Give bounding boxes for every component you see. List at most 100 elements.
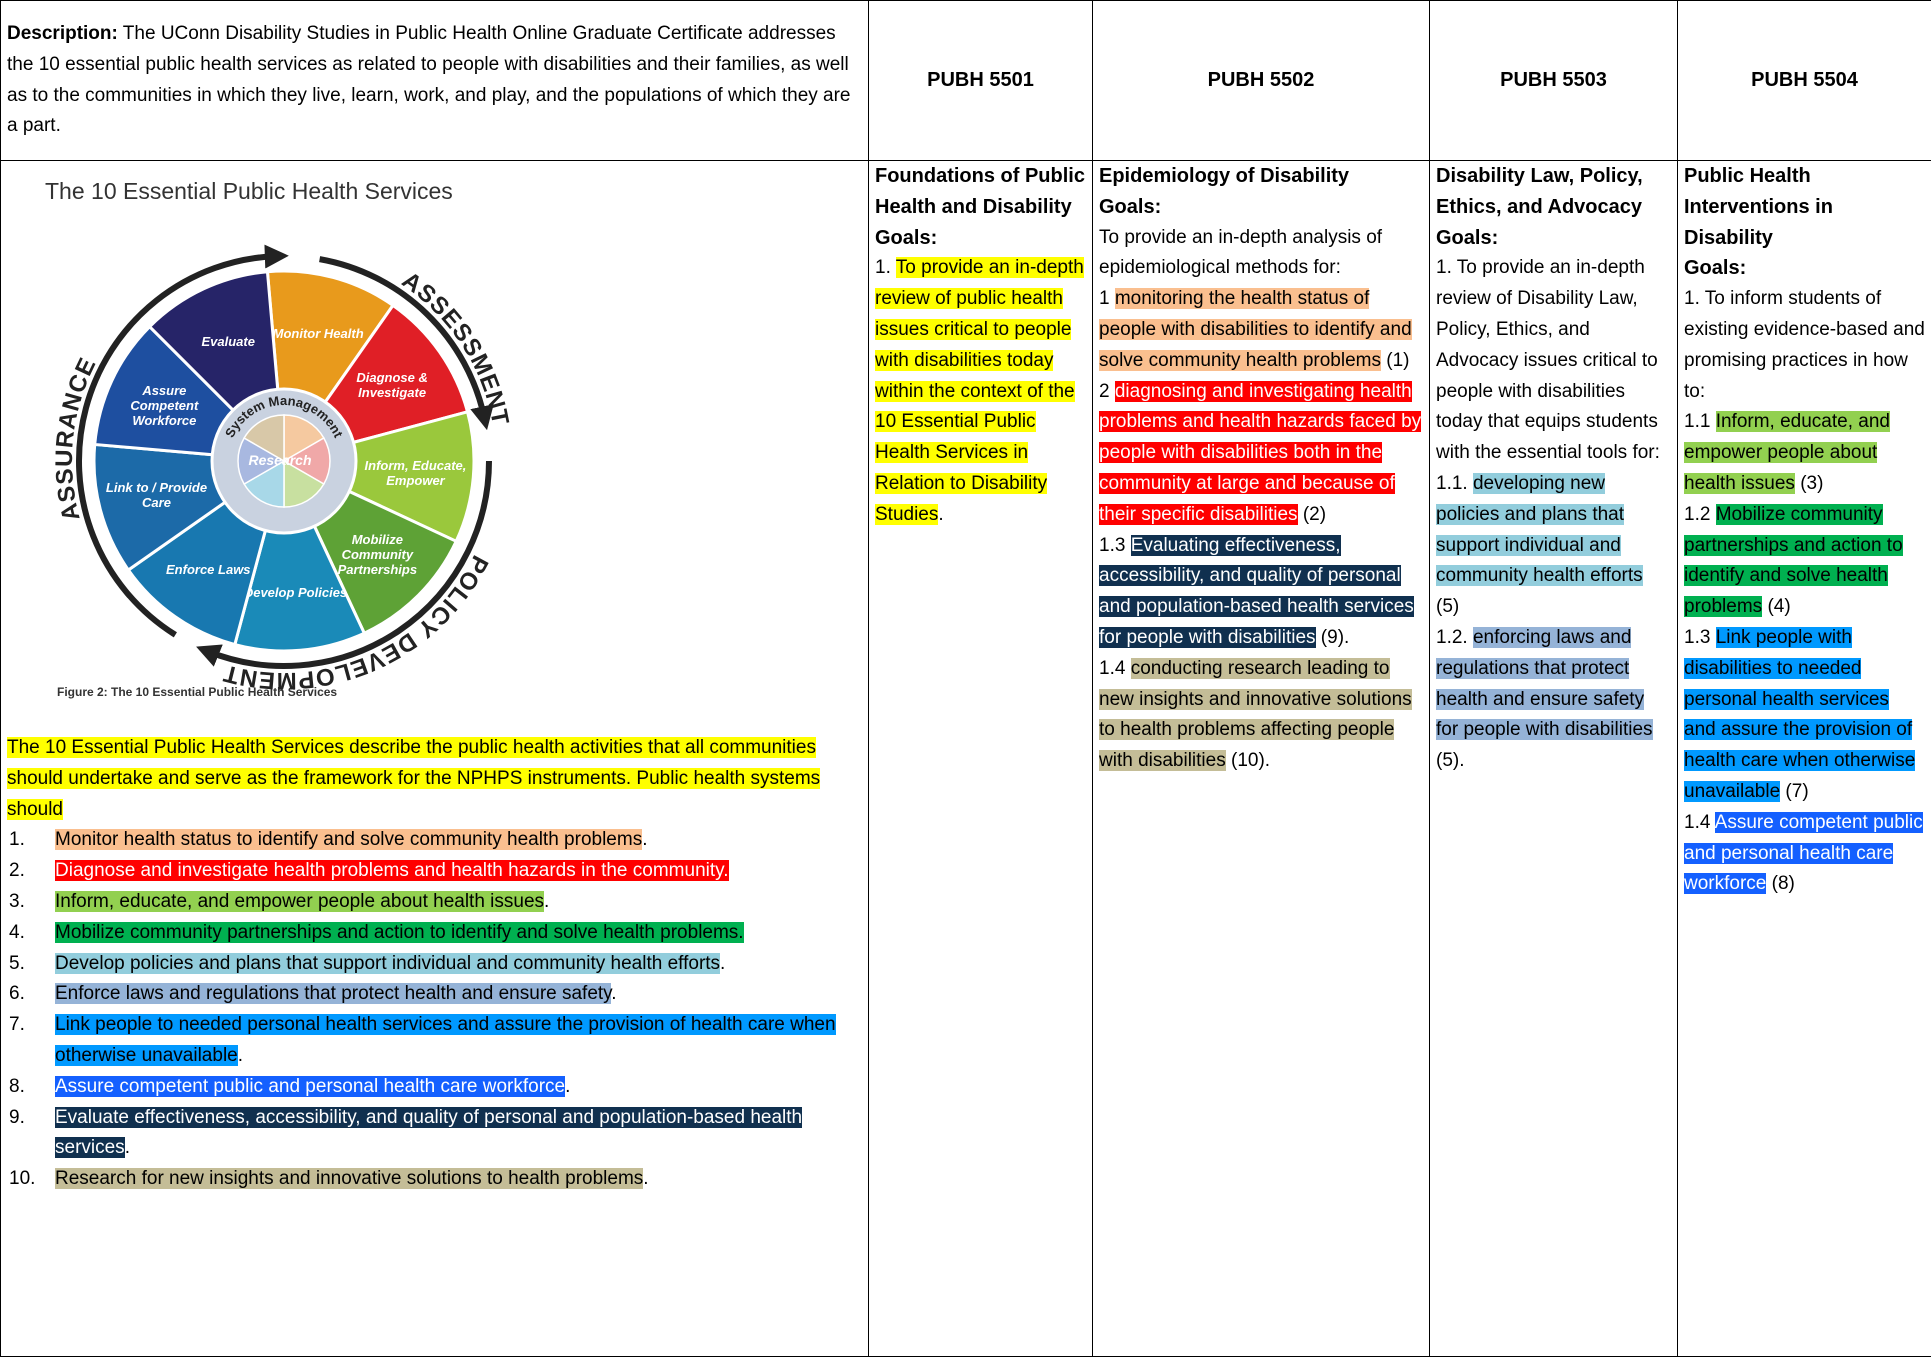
goal-text: Evaluating effectiveness, accessibility,…	[1099, 535, 1414, 648]
service-end: .	[565, 1076, 570, 1097]
service-text: Mobilize community partnerships and acti…	[55, 922, 744, 943]
service-item: 6.Enforce laws and regulations that prot…	[7, 979, 862, 1010]
service-item: 8.Assure competent public and personal h…	[7, 1072, 862, 1103]
segment-label: Inform, Educate, Empower	[360, 443, 470, 503]
goal-ref: (5)	[1436, 596, 1459, 617]
services-cell: The 10 Essential Public Health Services …	[1, 161, 869, 1357]
body-row: The 10 Essential Public Health Services …	[1, 161, 1931, 1357]
goal-label: 1.2.	[1436, 627, 1468, 648]
goal-label: 1.1.	[1436, 473, 1468, 494]
course-cell: Public Health Interventions in Disabilit…	[1678, 161, 1931, 1357]
segment-label-box: Enforce Laws	[153, 539, 263, 599]
segment-label-box: Link to / Provide Care	[101, 465, 211, 525]
goal-item: 1.1. developing new policies and plans t…	[1436, 469, 1671, 623]
goal-item: 1.4 Assure competent public and personal…	[1684, 808, 1925, 900]
service-end: .	[642, 829, 647, 850]
service-item: 2.Diagnose and investigate health proble…	[7, 856, 862, 887]
service-text-box: Monitor health status to identify and so…	[55, 825, 647, 856]
goal-text: enforcing laws and regulations that prot…	[1436, 627, 1653, 740]
goals-intro: 1. To inform students of existing eviden…	[1684, 284, 1925, 407]
goal-ref: (3)	[1800, 473, 1823, 494]
service-text-box: Evaluate effectiveness, accessibility, a…	[55, 1103, 862, 1165]
goals-intro: To provide an in-depth analysis of epide…	[1099, 223, 1423, 285]
description: The UConn Disability Studies in Public H…	[7, 23, 851, 136]
goal-ref: (8)	[1772, 873, 1795, 894]
goal-text: diagnosing and investigating health prob…	[1099, 381, 1421, 525]
service-item: 1.Monitor health status to identify and …	[7, 825, 862, 856]
goal-label: 1.4	[1099, 658, 1125, 679]
service-number: 7.	[7, 1010, 55, 1072]
goal-label: 1.	[875, 257, 891, 278]
course-code: PUBH 5502	[1093, 1, 1430, 161]
goal-item: 1.3 Evaluating effectiveness, accessibil…	[1099, 531, 1423, 654]
segment-label-box: Inform, Educate, Empower	[360, 443, 470, 503]
service-end: .	[643, 1168, 648, 1189]
service-number: 5.	[7, 949, 55, 980]
service-text: Assure competent public and personal hea…	[55, 1076, 565, 1097]
course-cell: Foundations of Public Health and Disabil…	[869, 161, 1093, 1357]
service-text-box: Assure competent public and personal hea…	[55, 1072, 570, 1103]
service-end: .	[238, 1045, 243, 1066]
goal-ref: (4)	[1767, 596, 1790, 617]
segment-label-box: Evaluate	[173, 311, 283, 371]
goal-item: 2 diagnosing and investigating health pr…	[1099, 377, 1423, 531]
service-text: Diagnose and investigate health problems…	[55, 860, 729, 881]
service-text: Research for new insights and innovative…	[55, 1168, 643, 1189]
segment-label: Evaluate	[173, 311, 283, 371]
segment-label-box: Diagnose & Investigate	[337, 355, 447, 415]
goal-label: 1.3	[1099, 535, 1125, 556]
service-number: 4.	[7, 918, 55, 949]
goal-item: 1.3 Link people with disabilities to nee…	[1684, 623, 1925, 808]
service-text: Enforce laws and regulations that protec…	[55, 983, 611, 1004]
goal-item: 1.2. enforcing laws and regulations that…	[1436, 623, 1671, 777]
goal-item: 1. To provide an in-depth review of publ…	[875, 253, 1086, 530]
service-text-box: Research for new insights and innovative…	[55, 1164, 649, 1195]
service-end: .	[611, 983, 616, 1004]
services-list: The 10 Essential Public Health Services …	[7, 733, 862, 1195]
service-number: 8.	[7, 1072, 55, 1103]
service-item: 9.Evaluate effectiveness, accessibility,…	[7, 1103, 862, 1165]
service-item: 10.Research for new insights and innovat…	[7, 1164, 862, 1195]
service-text-box: Diagnose and investigate health problems…	[55, 856, 729, 887]
goal-label: 1.4	[1684, 812, 1710, 833]
service-number: 10.	[7, 1164, 55, 1195]
center-label: Research	[248, 452, 311, 468]
course-code: PUBH 5503	[1430, 1, 1678, 161]
goal-label: 1	[1099, 288, 1110, 309]
service-number: 2.	[7, 856, 55, 887]
goal-label: 1.1	[1684, 411, 1710, 432]
goal-ref: (1)	[1386, 350, 1409, 371]
segment-label: Diagnose & Investigate	[337, 355, 447, 415]
course-title: Foundations of Public Health and Disabil…	[875, 161, 1086, 223]
service-text-box: Link people to needed personal health se…	[55, 1010, 862, 1072]
goal-ref: .	[938, 504, 943, 525]
goals-label: Goals:	[875, 223, 1086, 254]
course-title: Epidemiology of Disability	[1099, 161, 1423, 192]
description-label: Description:	[7, 23, 118, 44]
course-title: Disability Law, Policy, Ethics, and Advo…	[1436, 161, 1671, 223]
service-number: 6.	[7, 979, 55, 1010]
goal-text: To provide an in-depth review of public …	[875, 257, 1084, 524]
service-number: 3.	[7, 887, 55, 918]
service-text-box: Inform, educate, and empower people abou…	[55, 887, 549, 918]
goal-item: 1.4 conducting research leading to new i…	[1099, 654, 1423, 777]
segment-label: Enforce Laws	[153, 539, 263, 599]
course-code: PUBH 5504	[1678, 1, 1931, 161]
service-item: 7.Link people to needed personal health …	[7, 1010, 862, 1072]
goal-label: 1.3	[1684, 627, 1710, 648]
intro-paragraph: The 10 Essential Public Health Services …	[7, 733, 862, 825]
goals-label: Goals:	[1684, 253, 1925, 284]
goal-ref: (2)	[1303, 504, 1326, 525]
goal-item: 1 monitoring the health status of people…	[1099, 284, 1423, 376]
service-number: 9.	[7, 1103, 55, 1165]
service-text: Evaluate effectiveness, accessibility, a…	[55, 1107, 802, 1159]
service-text-box: Mobilize community partnerships and acti…	[55, 918, 744, 949]
goal-ref: (10).	[1231, 750, 1270, 771]
goal-ref: (9).	[1321, 627, 1350, 648]
goals-label: Goals:	[1436, 223, 1671, 254]
goal-text: Assure competent public and personal hea…	[1684, 812, 1923, 895]
header-row: Description: The UConn Disability Studie…	[1, 1, 1931, 161]
